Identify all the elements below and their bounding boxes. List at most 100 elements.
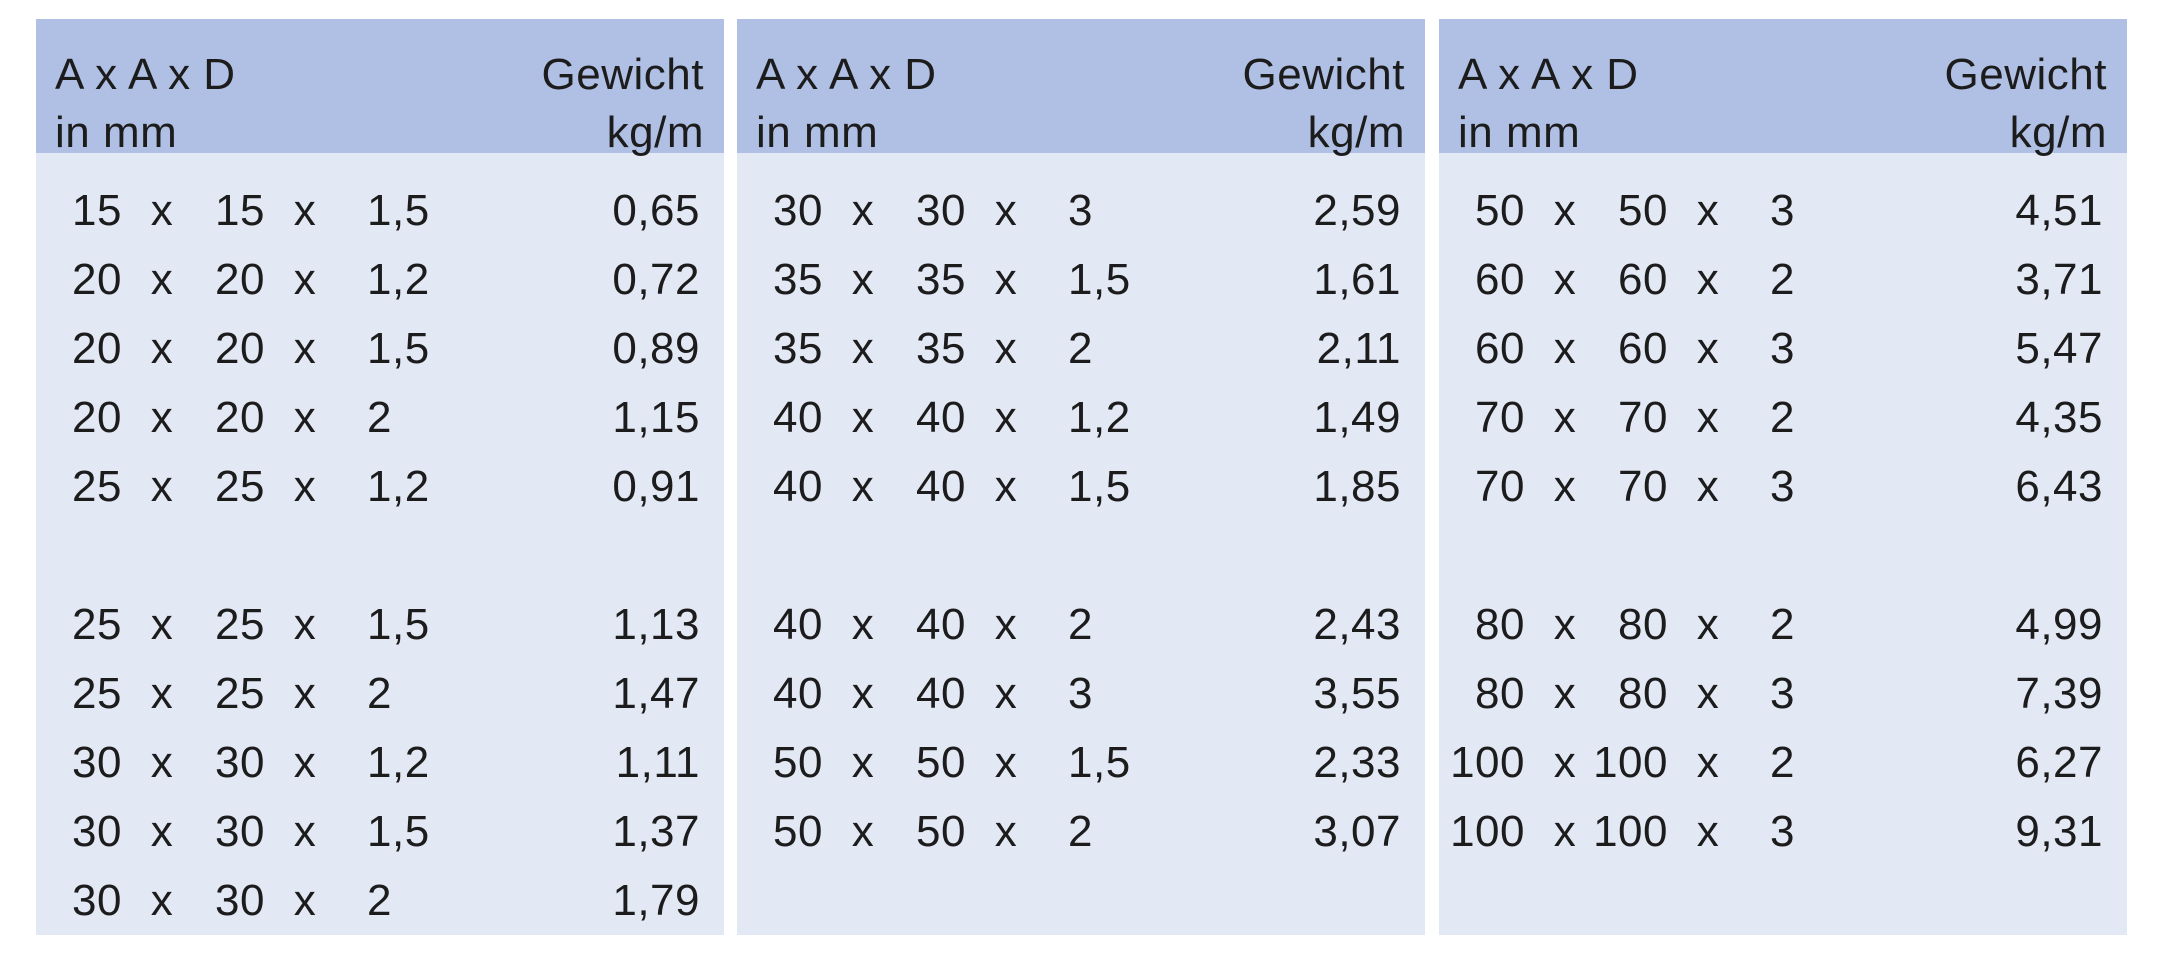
weight-cell: 1,13	[612, 600, 700, 649]
dimension-cell: 30	[916, 186, 966, 235]
times-sign: x	[994, 255, 1018, 304]
dimension-cell: 80	[1475, 600, 1525, 649]
times-sign: x	[1553, 186, 1577, 235]
dimension-cell: 3	[1770, 669, 1795, 718]
weight-cell: 1,11	[615, 738, 700, 787]
dimension-cell: 3	[1068, 669, 1093, 718]
dimension-cell: 40	[916, 462, 966, 511]
dimension-cell: 100	[1593, 807, 1668, 856]
weight-cell: 6,43	[2015, 462, 2103, 511]
times-sign: x	[293, 738, 317, 787]
weight-cell: 4,35	[2015, 393, 2103, 442]
times-sign: x	[1696, 186, 1720, 235]
dimension-cell: 30	[215, 807, 265, 856]
weight-cell: 1,47	[612, 669, 700, 718]
times-sign: x	[1553, 393, 1577, 442]
times-sign: x	[851, 462, 875, 511]
dimension-cell: 70	[1618, 462, 1668, 511]
header-weight: Gewicht	[1944, 50, 2107, 99]
dimension-cell: 25	[215, 462, 265, 511]
dimension-cell: 2	[1770, 600, 1795, 649]
dimension-cell: 30	[215, 876, 265, 925]
dimension-cell: 50	[773, 807, 823, 856]
dimension-cell: 1,5	[367, 600, 430, 649]
weight-cell: 2,59	[1313, 186, 1401, 235]
weight-cell: 0,91	[612, 462, 700, 511]
times-sign: x	[851, 324, 875, 373]
dimension-cell: 70	[1618, 393, 1668, 442]
dimension-cell: 2	[1068, 807, 1093, 856]
dimension-cell: 3	[1770, 807, 1795, 856]
dimension-cell: 35	[916, 255, 966, 304]
dimension-cell: 35	[916, 324, 966, 373]
weight-cell: 1,49	[1313, 393, 1401, 442]
dimension-cell: 20	[72, 324, 122, 373]
dimension-cell: 80	[1618, 669, 1668, 718]
dimension-cell: 2	[1770, 738, 1795, 787]
table-header: A x A x D in mm Gewicht kg/m	[36, 19, 724, 157]
header-dims: A x A x D	[756, 50, 937, 99]
dimension-cell: 30	[215, 738, 265, 787]
dimension-cell: 30	[72, 876, 122, 925]
dimension-cell: 1,2	[1068, 393, 1131, 442]
times-sign: x	[150, 255, 174, 304]
dimension-cell: 60	[1475, 324, 1525, 373]
times-sign: x	[1696, 255, 1720, 304]
times-sign: x	[293, 876, 317, 925]
dimension-cell: 1,5	[1068, 462, 1131, 511]
weight-cell: 2,43	[1313, 600, 1401, 649]
dimension-cell: 35	[773, 324, 823, 373]
times-sign: x	[851, 807, 875, 856]
dimension-cell: 2	[367, 669, 392, 718]
dimension-cell: 20	[215, 393, 265, 442]
times-sign: x	[1696, 393, 1720, 442]
dimension-cell: 2	[1770, 255, 1795, 304]
times-sign: x	[293, 186, 317, 235]
times-sign: x	[994, 393, 1018, 442]
times-sign: x	[994, 186, 1018, 235]
times-sign: x	[851, 255, 875, 304]
weight-cell: 0,65	[612, 186, 700, 235]
dimension-cell: 1,2	[367, 462, 430, 511]
header-weight: kg/m	[606, 108, 704, 157]
dimension-cell: 60	[1618, 255, 1668, 304]
dimension-cell: 20	[215, 255, 265, 304]
times-sign: x	[994, 669, 1018, 718]
times-sign: x	[994, 462, 1018, 511]
times-sign: x	[150, 600, 174, 649]
times-sign: x	[1553, 255, 1577, 304]
weight-cell: 7,39	[2015, 669, 2103, 718]
header-dims: in mm	[1458, 108, 1581, 157]
dimension-cell: 30	[72, 807, 122, 856]
dimension-cell: 1,5	[1068, 738, 1131, 787]
dimension-cell: 25	[72, 462, 122, 511]
dimension-cell: 60	[1618, 324, 1668, 373]
times-sign: x	[1696, 324, 1720, 373]
weight-cell: 0,89	[612, 324, 700, 373]
dimension-cell: 2	[367, 876, 392, 925]
times-sign: x	[994, 600, 1018, 649]
times-sign: x	[1553, 669, 1577, 718]
times-sign: x	[293, 324, 317, 373]
times-sign: x	[1696, 462, 1720, 511]
dimension-cell: 2	[1068, 324, 1093, 373]
dimension-cell: 20	[215, 324, 265, 373]
dimension-cell: 15	[72, 186, 122, 235]
dimension-cell: 1,5	[367, 186, 430, 235]
times-sign: x	[1553, 807, 1577, 856]
header-dims: A x A x D	[1458, 50, 1639, 99]
header-weight: kg/m	[2009, 108, 2107, 157]
table-header: A x A x D in mm Gewicht kg/m	[737, 19, 1425, 155]
times-sign: x	[1553, 600, 1577, 649]
dimension-cell: 70	[1475, 462, 1525, 511]
times-sign: x	[150, 876, 174, 925]
times-sign: x	[293, 669, 317, 718]
weight-cell: 3,07	[1313, 807, 1401, 856]
dimension-cell: 1,2	[367, 738, 430, 787]
times-sign: x	[994, 324, 1018, 373]
times-sign: x	[851, 186, 875, 235]
dimension-cell: 50	[1475, 186, 1525, 235]
weight-cell: 2,33	[1313, 738, 1401, 787]
dimension-cell: 50	[773, 738, 823, 787]
